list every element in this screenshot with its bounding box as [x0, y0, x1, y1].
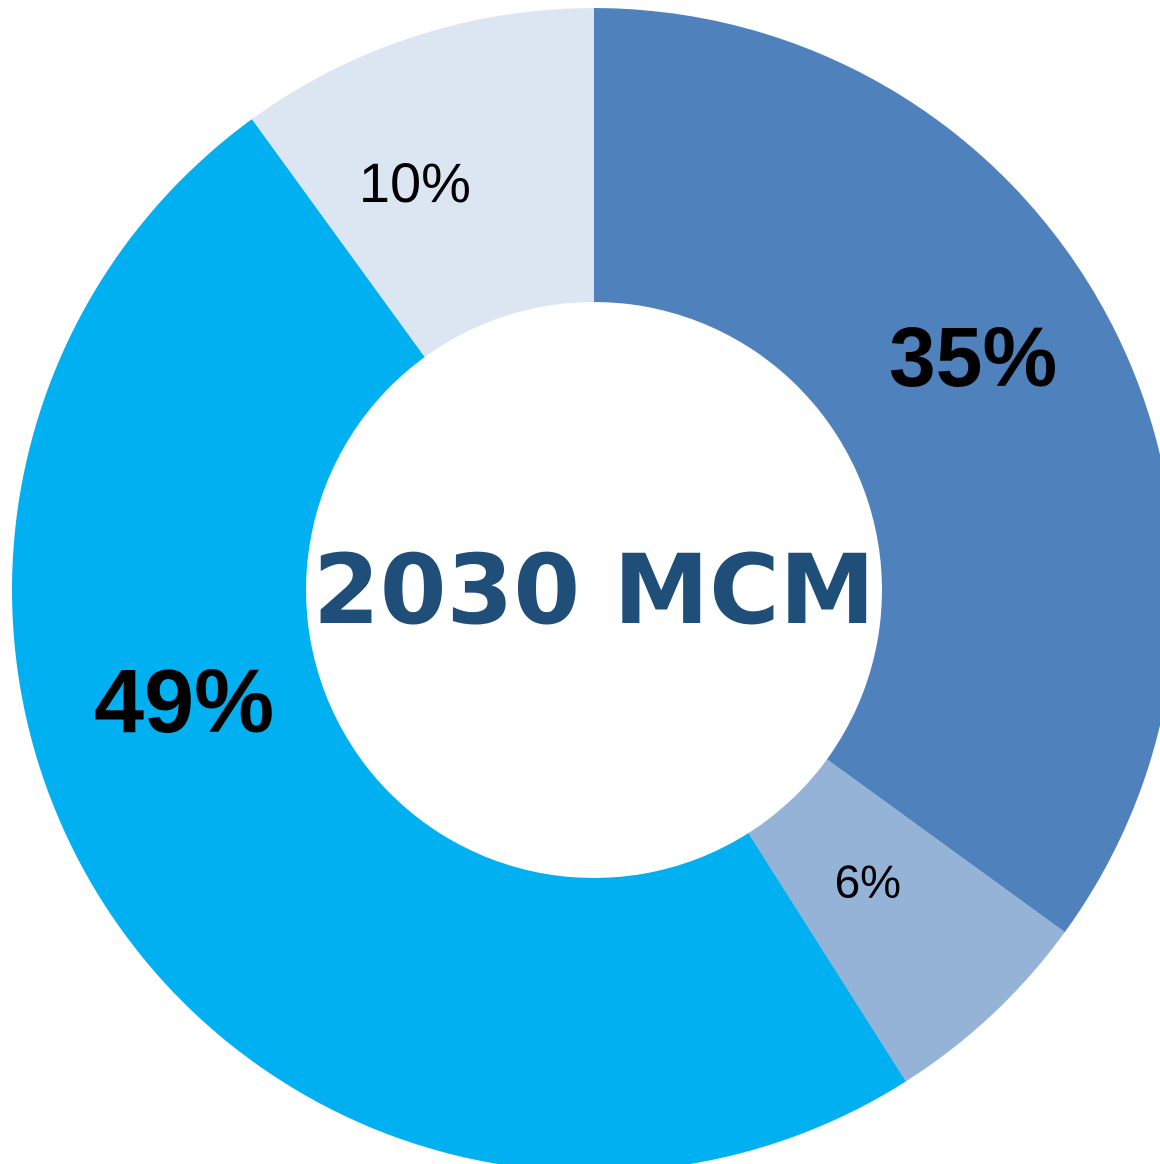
slice-label-35pct: 35%: [889, 310, 1057, 404]
slice-label-10pct: 10%: [359, 151, 471, 214]
center-label: 2030 MCM: [313, 534, 875, 646]
slice-35pct: [594, 8, 1160, 933]
donut-hole: [306, 302, 882, 878]
slice-label-6pct: 6%: [835, 856, 901, 908]
slice-label-49pct: 49%: [94, 652, 274, 752]
slice-labels: 35% 6% 49% 10%: [94, 151, 1057, 907]
